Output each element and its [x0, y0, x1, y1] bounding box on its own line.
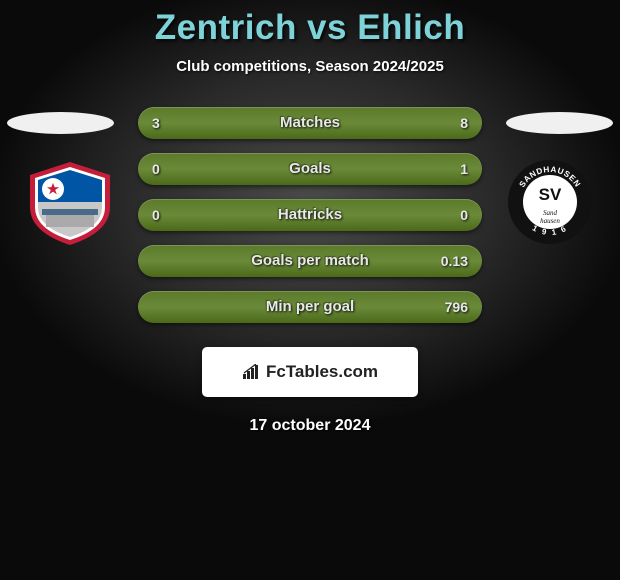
stat-label: Goals [138, 153, 482, 185]
stat-label: Matches [138, 107, 482, 139]
stat-value-right: 1 [460, 153, 468, 185]
page-title: Zentrich vs Ehlich [0, 8, 620, 48]
stat-value-right: 796 [445, 291, 468, 323]
stat-value-right: 0.13 [441, 245, 468, 277]
stat-value-right: 8 [460, 107, 468, 139]
stat-row: 0 Hattricks 0 [138, 199, 482, 231]
team-crest-left [20, 157, 120, 247]
svg-text:SV: SV [539, 185, 562, 204]
shield-icon [20, 157, 120, 247]
player-avatar-left [7, 112, 114, 134]
content-wrapper: Zentrich vs Ehlich Club competitions, Se… [0, 0, 620, 580]
stat-label: Hattricks [138, 199, 482, 231]
branding-banner: FcTables.com [202, 347, 418, 397]
svg-text:hausen: hausen [540, 217, 560, 225]
branding-text: FcTables.com [242, 362, 378, 382]
bar-chart-icon [242, 364, 262, 380]
stat-bars: 3 Matches 8 0 Goals 1 0 Hattricks 0 Goal… [138, 107, 482, 337]
stats-area: SV SANDHAUSEN 1 9 1 6 Sand hausen 3 Matc… [0, 107, 620, 337]
player-avatar-right [506, 112, 613, 134]
stat-row: Goals per match 0.13 [138, 245, 482, 277]
branding-label: FcTables.com [266, 362, 378, 382]
team-crest-right: SV SANDHAUSEN 1 9 1 6 Sand hausen [500, 157, 600, 247]
subtitle: Club competitions, Season 2024/2025 [0, 58, 620, 75]
stat-value-right: 0 [460, 199, 468, 231]
stat-row: 3 Matches 8 [138, 107, 482, 139]
stat-label: Min per goal [138, 291, 482, 323]
svg-text:Sand: Sand [543, 209, 558, 217]
stat-row: Min per goal 796 [138, 291, 482, 323]
date-label: 17 october 2024 [0, 417, 620, 435]
circle-badge-icon: SV SANDHAUSEN 1 9 1 6 Sand hausen [500, 157, 600, 247]
stat-label: Goals per match [138, 245, 482, 277]
stat-row: 0 Goals 1 [138, 153, 482, 185]
